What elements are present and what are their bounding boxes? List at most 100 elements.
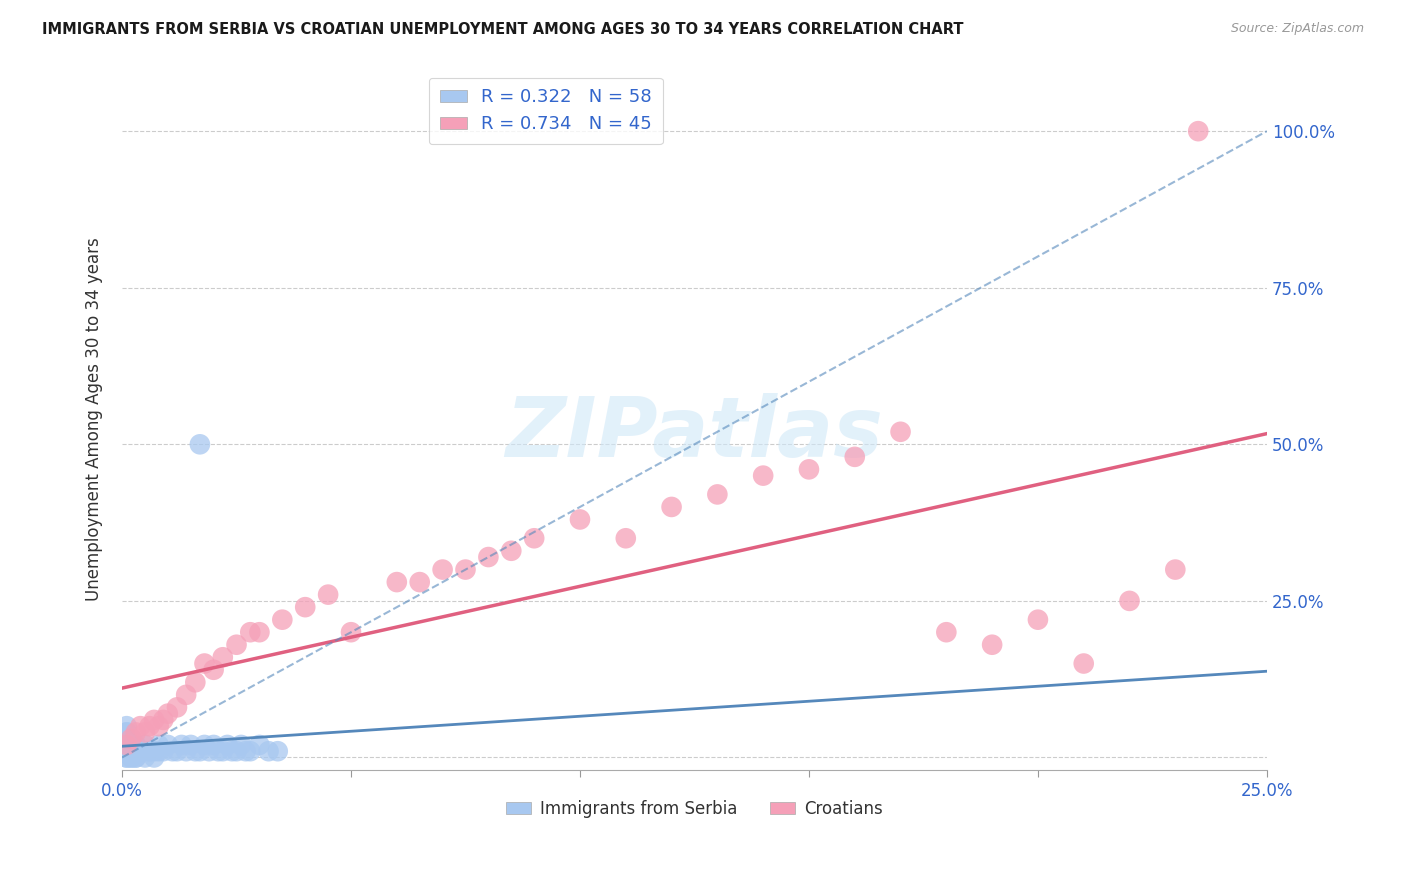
Point	[294, 600, 316, 615]
Point	[148, 719, 170, 733]
Point	[125, 738, 148, 752]
Point	[115, 731, 138, 746]
Point	[134, 738, 156, 752]
Point	[340, 625, 363, 640]
Point	[120, 731, 142, 746]
Point	[523, 531, 546, 545]
Point	[844, 450, 866, 464]
Point	[706, 487, 728, 501]
Point	[125, 750, 148, 764]
Point	[661, 500, 683, 514]
Point	[221, 744, 243, 758]
Point	[129, 719, 152, 733]
Point	[143, 713, 166, 727]
Point	[166, 700, 188, 714]
Point	[156, 706, 179, 721]
Point	[115, 750, 138, 764]
Point	[981, 638, 1004, 652]
Point	[115, 725, 138, 739]
Point	[432, 563, 454, 577]
Point	[239, 625, 262, 640]
Point	[225, 638, 247, 652]
Point	[569, 512, 592, 526]
Point	[115, 738, 138, 752]
Point	[120, 731, 142, 746]
Point	[477, 549, 499, 564]
Point	[148, 744, 170, 758]
Point	[184, 744, 207, 758]
Point	[148, 738, 170, 752]
Point	[166, 744, 188, 758]
Point	[267, 744, 290, 758]
Point	[797, 462, 820, 476]
Point	[134, 750, 156, 764]
Point	[202, 663, 225, 677]
Point	[184, 675, 207, 690]
Point	[193, 738, 215, 752]
Point	[385, 575, 408, 590]
Point	[207, 744, 229, 758]
Point	[188, 437, 211, 451]
Point	[162, 744, 184, 758]
Point	[890, 425, 912, 439]
Point	[120, 744, 142, 758]
Point	[129, 744, 152, 758]
Point	[229, 738, 252, 752]
Point	[935, 625, 957, 640]
Point	[217, 738, 239, 752]
Point	[125, 725, 148, 739]
Point	[138, 744, 160, 758]
Legend: Immigrants from Serbia, Croatians: Immigrants from Serbia, Croatians	[499, 794, 889, 825]
Point	[120, 738, 142, 752]
Point	[115, 738, 138, 752]
Point	[1026, 613, 1049, 627]
Point	[120, 744, 142, 758]
Point	[138, 744, 160, 758]
Point	[115, 731, 138, 746]
Point	[1164, 563, 1187, 577]
Point	[120, 731, 142, 746]
Point	[193, 657, 215, 671]
Point	[129, 744, 152, 758]
Point	[316, 588, 339, 602]
Point	[120, 750, 142, 764]
Point	[134, 725, 156, 739]
Point	[271, 613, 294, 627]
Text: IMMIGRANTS FROM SERBIA VS CROATIAN UNEMPLOYMENT AMONG AGES 30 TO 34 YEARS CORREL: IMMIGRANTS FROM SERBIA VS CROATIAN UNEMP…	[42, 22, 963, 37]
Point	[170, 738, 193, 752]
Point	[198, 744, 221, 758]
Point	[249, 625, 271, 640]
Point	[115, 750, 138, 764]
Point	[138, 719, 160, 733]
Point	[211, 650, 233, 665]
Point	[174, 744, 197, 758]
Point	[614, 531, 637, 545]
Point	[235, 744, 257, 758]
Point	[115, 744, 138, 758]
Point	[202, 738, 225, 752]
Point	[257, 744, 280, 758]
Point	[501, 543, 523, 558]
Point	[188, 744, 211, 758]
Point	[115, 725, 138, 739]
Point	[125, 750, 148, 764]
Point	[454, 563, 477, 577]
Point	[120, 750, 142, 764]
Point	[239, 744, 262, 758]
Point	[249, 738, 271, 752]
Point	[129, 744, 152, 758]
Point	[409, 575, 432, 590]
Point	[152, 744, 174, 758]
Point	[152, 713, 174, 727]
Point	[211, 744, 233, 758]
Point	[1073, 657, 1095, 671]
Y-axis label: Unemployment Among Ages 30 to 34 years: Unemployment Among Ages 30 to 34 years	[86, 237, 103, 601]
Point	[115, 719, 138, 733]
Point	[180, 738, 202, 752]
Text: ZIPatlas: ZIPatlas	[506, 392, 883, 474]
Point	[1187, 124, 1209, 138]
Point	[125, 744, 148, 758]
Point	[125, 738, 148, 752]
Point	[143, 750, 166, 764]
Point	[143, 744, 166, 758]
